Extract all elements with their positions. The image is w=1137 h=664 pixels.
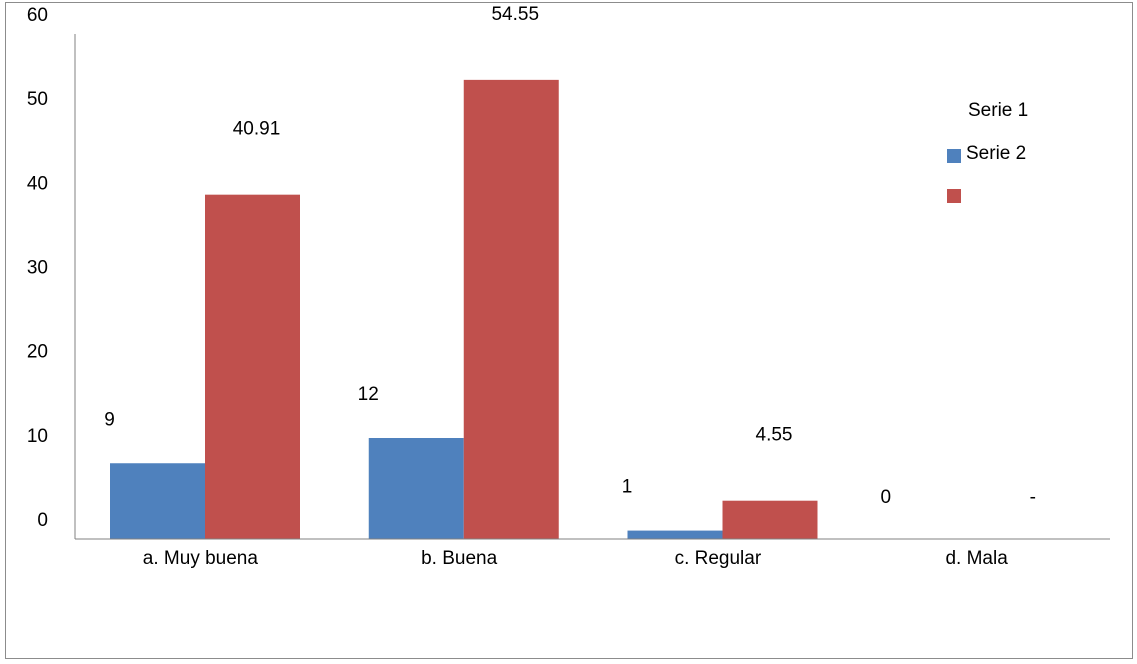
data-label-2-2: 54.55 [491, 4, 539, 25]
y-tick-label-40: 40 [27, 173, 48, 194]
data-labels-layer: 9 40.91 12 54.55 1 4.55 0 - [104, 4, 1036, 508]
bar-2-3 [722, 500, 818, 539]
legend-swatch-serie-2 [947, 189, 961, 203]
category-label-2: b. Buena [421, 548, 497, 569]
legend-label-serie-2: Serie 2 [966, 143, 1026, 164]
y-tick-label-50: 50 [27, 89, 48, 110]
y-tick-label-0: 0 [37, 510, 48, 531]
category-label-4: d. Mala [945, 548, 1008, 569]
data-label-1-3: 1 [622, 477, 633, 498]
bar-1-1 [110, 463, 205, 539]
axes-layer: a. Muy buena b. Buena c. Regular d. Mala010… [27, 5, 1110, 569]
y-tick-label-30: 30 [27, 258, 48, 279]
category-label-1: a. Muy buena [143, 548, 259, 569]
data-label-1-2: 12 [358, 384, 379, 405]
data-label-2-4: - [1030, 487, 1036, 508]
data-label-2-1: 40.91 [233, 119, 281, 140]
chart-frame [5, 2, 1133, 659]
legend-swatch-serie-1 [947, 149, 961, 163]
bars-layer [110, 79, 818, 539]
y-tick-label-60: 60 [27, 5, 48, 26]
category-label-3: c. Regular [675, 548, 762, 569]
bar-1-2 [368, 438, 464, 539]
y-tick-label-10: 10 [27, 426, 48, 447]
legend-label-serie-1: Serie 1 [968, 100, 1028, 121]
data-label-2-3: 4.55 [756, 425, 793, 446]
y-tick-label-20: 20 [27, 342, 48, 363]
bar-2-1 [205, 194, 300, 539]
bar-1-3 [627, 530, 723, 539]
data-label-1-1: 9 [104, 409, 115, 430]
bar-2-2 [463, 79, 559, 539]
legend: Serie 1 Serie 2 [947, 100, 1028, 203]
data-label-1-4: 0 [880, 487, 891, 508]
